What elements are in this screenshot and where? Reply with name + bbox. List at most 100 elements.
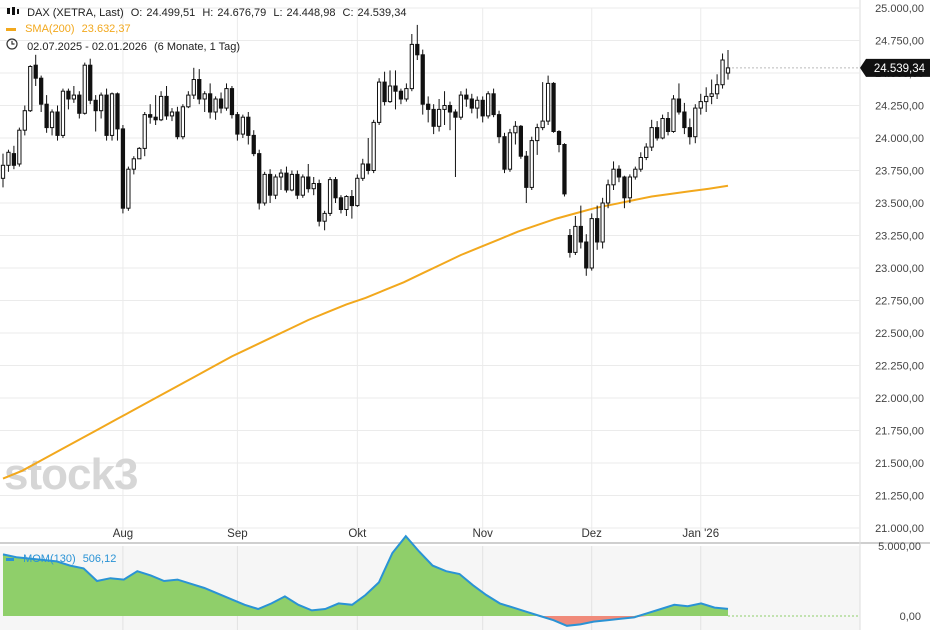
candle-up xyxy=(513,125,518,134)
candle-up xyxy=(28,66,33,112)
candle-up xyxy=(169,111,175,117)
candle-up xyxy=(371,121,376,171)
low-label: L: xyxy=(273,7,283,19)
candle-down xyxy=(366,163,371,171)
candle-up xyxy=(278,172,284,178)
candle-up xyxy=(213,98,218,113)
y-tick-label: 22.500,00 xyxy=(875,328,924,340)
y-tick-label: 22.750,00 xyxy=(875,296,924,308)
x-tick-label: Dez xyxy=(581,528,602,540)
candle-up xyxy=(709,93,714,97)
candle-down xyxy=(382,81,387,103)
candle-down xyxy=(556,131,562,145)
candle-up xyxy=(327,179,333,214)
x-tick-label: Nov xyxy=(472,528,493,540)
y-tick-label: 21.000,00 xyxy=(875,523,924,535)
candle-down xyxy=(453,111,458,118)
candle-down xyxy=(164,95,169,117)
candle-down xyxy=(197,79,202,100)
candle-up xyxy=(158,95,164,121)
candle-down xyxy=(480,99,485,117)
candle-up xyxy=(355,177,360,207)
candle-up xyxy=(98,94,104,112)
y-tick-label: 21.750,00 xyxy=(875,426,924,438)
candle-down xyxy=(398,90,404,100)
sma-line xyxy=(2,184,729,480)
candles-icon xyxy=(6,6,20,16)
candle-down xyxy=(524,155,529,188)
candle-down xyxy=(622,176,627,199)
y-tick-label: 23.500,00 xyxy=(875,198,924,210)
momentum-y-tick-label: 5.000,00 xyxy=(878,541,921,553)
candle-down xyxy=(426,103,431,110)
candle-up xyxy=(311,183,316,190)
candle-up xyxy=(404,88,409,100)
candle-up xyxy=(60,90,66,136)
date-range: 02.07.2025 - 02.01.2026 xyxy=(27,41,147,53)
sma-label: SMA(200) xyxy=(25,23,75,35)
y-tick-label: 25.000,00 xyxy=(875,3,924,15)
candle-up xyxy=(725,67,731,74)
open-label: O: xyxy=(130,7,143,19)
candle-up xyxy=(507,132,513,170)
y-tick-label: 23.750,00 xyxy=(875,166,924,178)
candle-up xyxy=(191,79,196,96)
header-sma-line: SMA(200) 23.632,37 xyxy=(6,22,135,36)
candle-down xyxy=(115,93,120,130)
candle-down xyxy=(284,172,289,191)
candle-up xyxy=(611,168,616,186)
candle-up xyxy=(627,176,633,199)
high-value: 24.676,79 xyxy=(217,7,267,19)
candle-down xyxy=(33,64,38,79)
candle-up xyxy=(660,118,665,139)
candle-down xyxy=(676,98,682,113)
candle-up xyxy=(529,140,534,188)
candle-down xyxy=(39,77,44,105)
candle-up xyxy=(289,173,295,191)
candle-up xyxy=(137,147,142,160)
candle-down xyxy=(44,103,49,129)
y-tick-label: 22.000,00 xyxy=(875,393,924,405)
candle-up xyxy=(540,120,545,129)
candle-up xyxy=(649,127,654,148)
candle-up xyxy=(202,93,207,100)
candle-down xyxy=(665,118,671,132)
candle-up xyxy=(262,173,267,204)
candle-down xyxy=(491,93,496,116)
momentum-label: MOM(130) xyxy=(23,553,76,565)
low-value: 24.448,98 xyxy=(286,7,336,19)
open-value: 24.499,51 xyxy=(146,7,196,19)
y-tick-label: 24.250,00 xyxy=(875,101,924,113)
candle-up xyxy=(387,85,393,103)
candle-down xyxy=(415,43,420,56)
candle-up xyxy=(344,196,349,210)
momentum-y-tick-label: 0,00 xyxy=(900,611,921,623)
candle-up xyxy=(545,82,551,122)
last-price-tag xyxy=(860,58,930,77)
candle-down xyxy=(120,128,126,209)
candle-up xyxy=(17,129,22,165)
candle-up xyxy=(442,105,447,110)
candle-down xyxy=(208,93,213,113)
candle-up xyxy=(605,184,611,204)
candle-up xyxy=(126,168,131,209)
candle-up xyxy=(600,202,605,243)
momentum-legend: MOM(130) 506,12 xyxy=(6,552,120,566)
candle-up xyxy=(644,146,649,159)
y-tick-label: 21.250,00 xyxy=(875,491,924,503)
candle-down xyxy=(655,127,660,139)
candle-up xyxy=(458,94,464,118)
candle-up xyxy=(186,94,191,108)
candle-down xyxy=(502,136,507,170)
candle-up xyxy=(49,111,55,129)
momentum-line xyxy=(2,534,729,627)
header-range-line: 02.07.2025 - 02.01.2026 (6 Monate, 1 Tag… xyxy=(6,38,244,54)
high-label: H: xyxy=(202,7,214,19)
candle-down xyxy=(562,144,567,195)
candle-up xyxy=(704,95,709,103)
candle-up xyxy=(573,225,578,253)
candle-down xyxy=(93,99,98,112)
x-tick-label: Okt xyxy=(348,528,367,540)
candle-down xyxy=(584,241,589,269)
